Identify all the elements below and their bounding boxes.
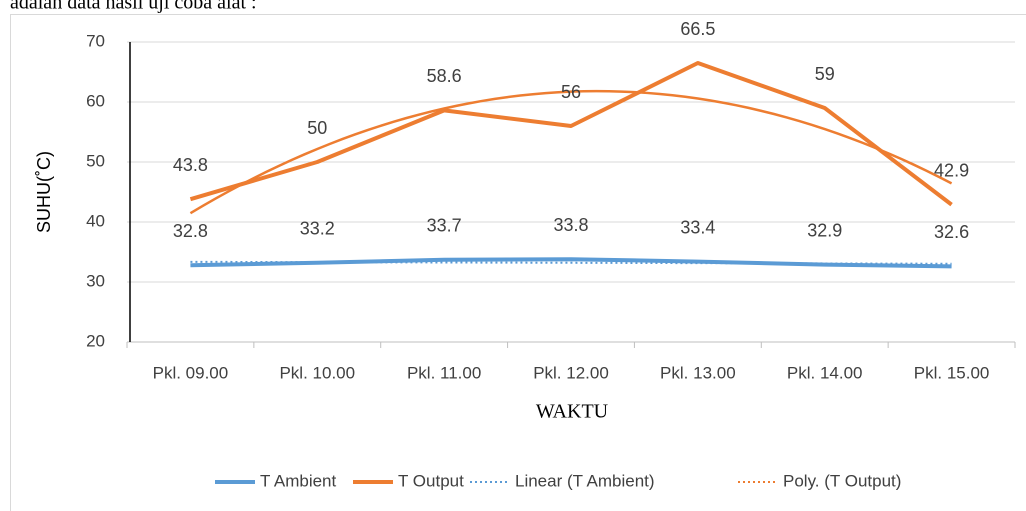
intro-text: adalah data hasil uji coba alat :: [10, 0, 257, 14]
legend-label: Linear (T Ambient): [515, 471, 655, 490]
data-label: 33.7: [427, 216, 462, 236]
y-tick-label: 60: [86, 91, 105, 110]
chart-frame: [10, 14, 1026, 511]
trendline: [189, 89, 953, 215]
x-tick-label: Pkl. 09.00: [153, 363, 229, 382]
data-label: 56: [561, 82, 581, 102]
legend-label: T Ambient: [260, 471, 337, 490]
y-tick-label: 20: [86, 331, 105, 350]
data-label: 33.2: [300, 219, 335, 239]
data-label: 42.9: [934, 160, 969, 180]
data-label: 33.4: [680, 217, 715, 237]
y-tick-label: 50: [86, 151, 105, 170]
series-line: [189, 61, 953, 207]
data-label: 32.6: [934, 222, 969, 242]
x-tick-label: Pkl. 10.00: [279, 363, 355, 382]
x-tick-label: Pkl. 12.00: [533, 363, 609, 382]
x-tick-label: Pkl. 15.00: [914, 363, 990, 382]
y-tick-label: 40: [86, 211, 105, 230]
data-label: 59: [815, 64, 835, 84]
x-tick-label: Pkl. 14.00: [787, 363, 863, 382]
x-axis-title: WAKTU: [536, 401, 609, 423]
data-label: 43.8: [173, 155, 208, 175]
legend-label: T Output: [398, 471, 464, 490]
y-axis-title: SUHU(˚C): [34, 151, 54, 233]
data-label: 66.5: [680, 19, 715, 39]
y-tick-label: 70: [86, 31, 105, 50]
data-label: 32.9: [807, 220, 842, 240]
legend-label: Poly. (T Output): [783, 471, 901, 490]
data-label: 33.8: [553, 215, 588, 235]
data-label: 32.8: [173, 221, 208, 241]
data-label: 58.6: [427, 66, 462, 86]
x-tick-label: Pkl. 13.00: [660, 363, 736, 382]
y-tick-label: 30: [86, 271, 105, 290]
trendline: [190, 260, 952, 265]
data-label: 50: [307, 118, 327, 138]
x-tick-label: Pkl. 11.00: [407, 363, 481, 382]
